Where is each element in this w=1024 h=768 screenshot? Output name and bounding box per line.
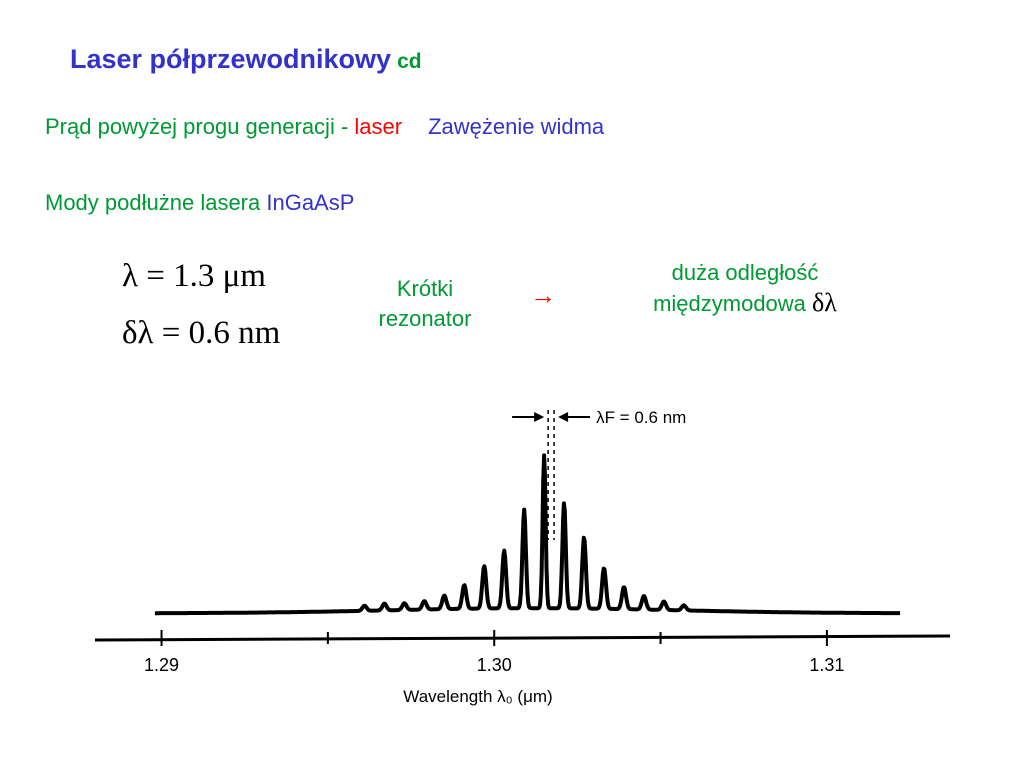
large-distance-line1: duża odległość [671,260,819,285]
short-resonator-label: Krótki rezonator [345,274,505,334]
ingaasp-text: InGaAsP [266,190,355,215]
mode-peak-1 [384,608,385,609]
spectrum-narrowing-text: Zawężenie widma [428,114,605,139]
longitudinal-modes-line: Mody podłużne lasera InGaAsP [45,190,354,216]
slide-title: Laser półprzewodnikowy cd [70,44,422,75]
arrow-icon: → [530,280,556,310]
spacing-arrowhead-left [534,412,545,422]
x-axis-label: Wavelength λ₀ (μm) [403,687,552,706]
plot-layer: 1.29 1.30 1.31 Wavelength λ₀ (μm) λF = 0.6 n… [94,408,951,706]
short-resonator-line2: rezonator [378,306,472,331]
modes-text: Mody podłużne lasera [45,190,267,215]
mode-spacing-formula: δλ = 0.6 nm [122,315,281,351]
large-distance-line2: międzymodowa δλ [600,288,890,319]
short-resonator-line1: Krótki [396,276,454,301]
x-axis-line [94,634,951,642]
delta-lambda-symbol: δλ [812,288,837,317]
title-main: Laser półprzewodnikowy [70,44,392,74]
title-suffix: cd [397,50,422,73]
x-tick-label-0: 1.29 [144,655,179,675]
large-mode-distance-label: duża odległość międzymodowa δλ [600,258,890,319]
mode-peak-15 [663,606,664,607]
threshold-text: Prąd powyżej progu generacji - [45,114,355,139]
spacing-arrowhead-right [558,412,569,422]
threshold-line: Prąd powyżej progu generacji - laser Zawę… [45,114,604,140]
large-distance-text: międzymodowa [653,291,806,316]
mode-peak-2 [404,608,405,609]
spectrum-curve [153,453,902,616]
mode-spacing-label: λF = 0.6 nm [596,408,686,427]
laser-word: laser [354,114,403,139]
wavelength-formula: λ = 1.3 μm [122,258,266,294]
mode-spectrum-chart: 1.29 1.30 1.31 Wavelength λ₀ (μm) λF = 0.6 n… [94,408,951,706]
x-tick-label-2: 1.30 [477,655,512,675]
x-tick-label-4: 1.31 [809,655,844,675]
mode-peak-3 [424,606,425,607]
mode-peak-0 [364,609,365,610]
mode-peak-16 [683,609,684,610]
